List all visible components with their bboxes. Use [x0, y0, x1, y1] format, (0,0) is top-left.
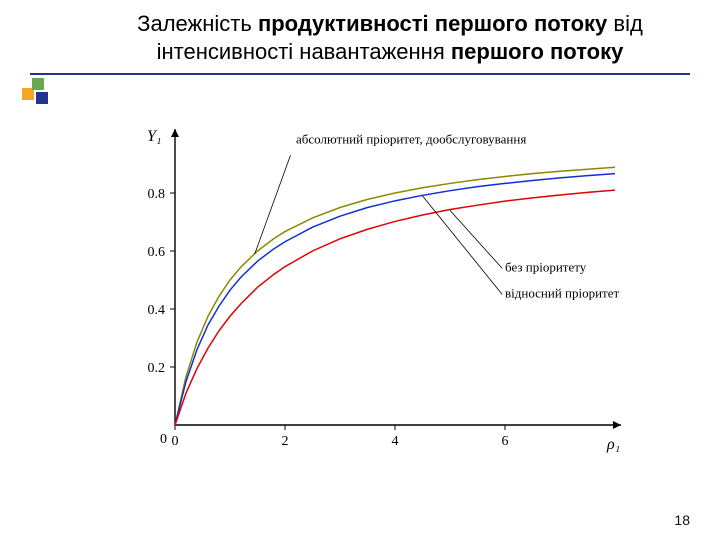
svg-text:без пріоритету: без пріоритету	[505, 259, 587, 274]
title-underline	[30, 73, 690, 75]
title-text: Залежність продуктивності першого потоку…	[137, 11, 643, 64]
svg-text:абсолютний пріоритет, дообслуг: абсолютний пріоритет, дообслуговування	[296, 132, 526, 147]
slide-title: Залежність продуктивності першого потоку…	[90, 10, 690, 65]
svg-text:0.2: 0.2	[148, 361, 166, 376]
page-number: 18	[674, 512, 690, 528]
svg-text:0.6: 0.6	[148, 245, 166, 260]
slide: Залежність продуктивності першого потоку…	[0, 0, 720, 540]
svg-text:0.4: 0.4	[148, 303, 166, 318]
corner-decoration	[22, 78, 50, 106]
svg-text:2: 2	[282, 434, 289, 449]
chart: 0 2 4 6 0.2 0.4 0.6 0.8 0 Y₁ ρ₁ абсолютний пріорите…	[120, 115, 640, 465]
chart-svg: 0 2 4 6 0.2 0.4 0.6 0.8 0 Y₁ ρ₁ абсолютний пріорите…	[120, 115, 640, 465]
svg-text:0: 0	[160, 432, 167, 447]
svg-text:Y₁: Y₁	[147, 128, 161, 145]
svg-text:0.8: 0.8	[148, 187, 166, 202]
svg-text:ρ₁: ρ₁	[606, 436, 620, 453]
svg-text:4: 4	[392, 434, 399, 449]
svg-text:0: 0	[172, 434, 179, 449]
svg-text:відносний пріоритет: відносний пріоритет	[505, 285, 620, 300]
svg-text:6: 6	[502, 434, 509, 449]
